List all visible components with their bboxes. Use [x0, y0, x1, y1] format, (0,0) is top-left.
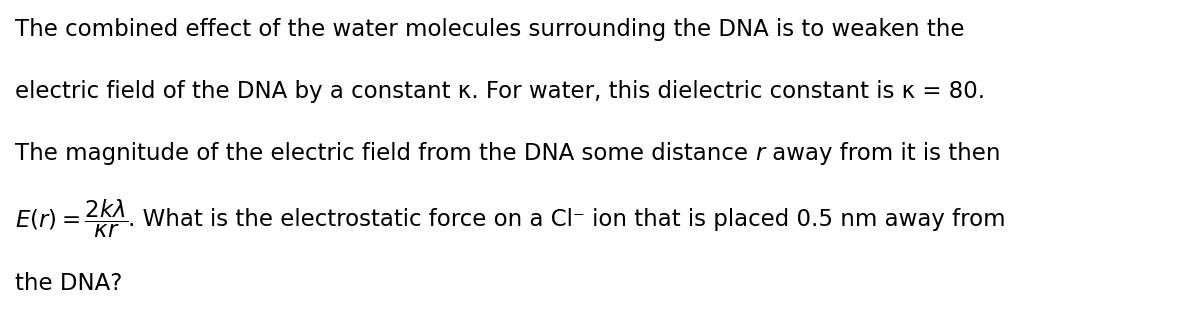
- Text: electric field of the DNA by a constant κ. For water, this dielectric constant i: electric field of the DNA by a constant …: [14, 80, 985, 103]
- Text: the DNA?: the DNA?: [14, 272, 122, 295]
- Text: The combined effect of the water molecules surrounding the DNA is to weaken the: The combined effect of the water molecul…: [14, 18, 965, 41]
- Text: $E(r) = \dfrac{2k\lambda}{\kappa r}$: $E(r) = \dfrac{2k\lambda}{\kappa r}$: [14, 198, 128, 240]
- Text: away from it is then: away from it is then: [764, 142, 1000, 165]
- Text: The magnitude of the electric field from the DNA some distance: The magnitude of the electric field from…: [14, 142, 755, 165]
- Text: r: r: [755, 142, 764, 165]
- Text: . What is the electrostatic force on a Cl⁻ ion that is placed 0.5 nm away from: . What is the electrostatic force on a C…: [128, 208, 1006, 231]
